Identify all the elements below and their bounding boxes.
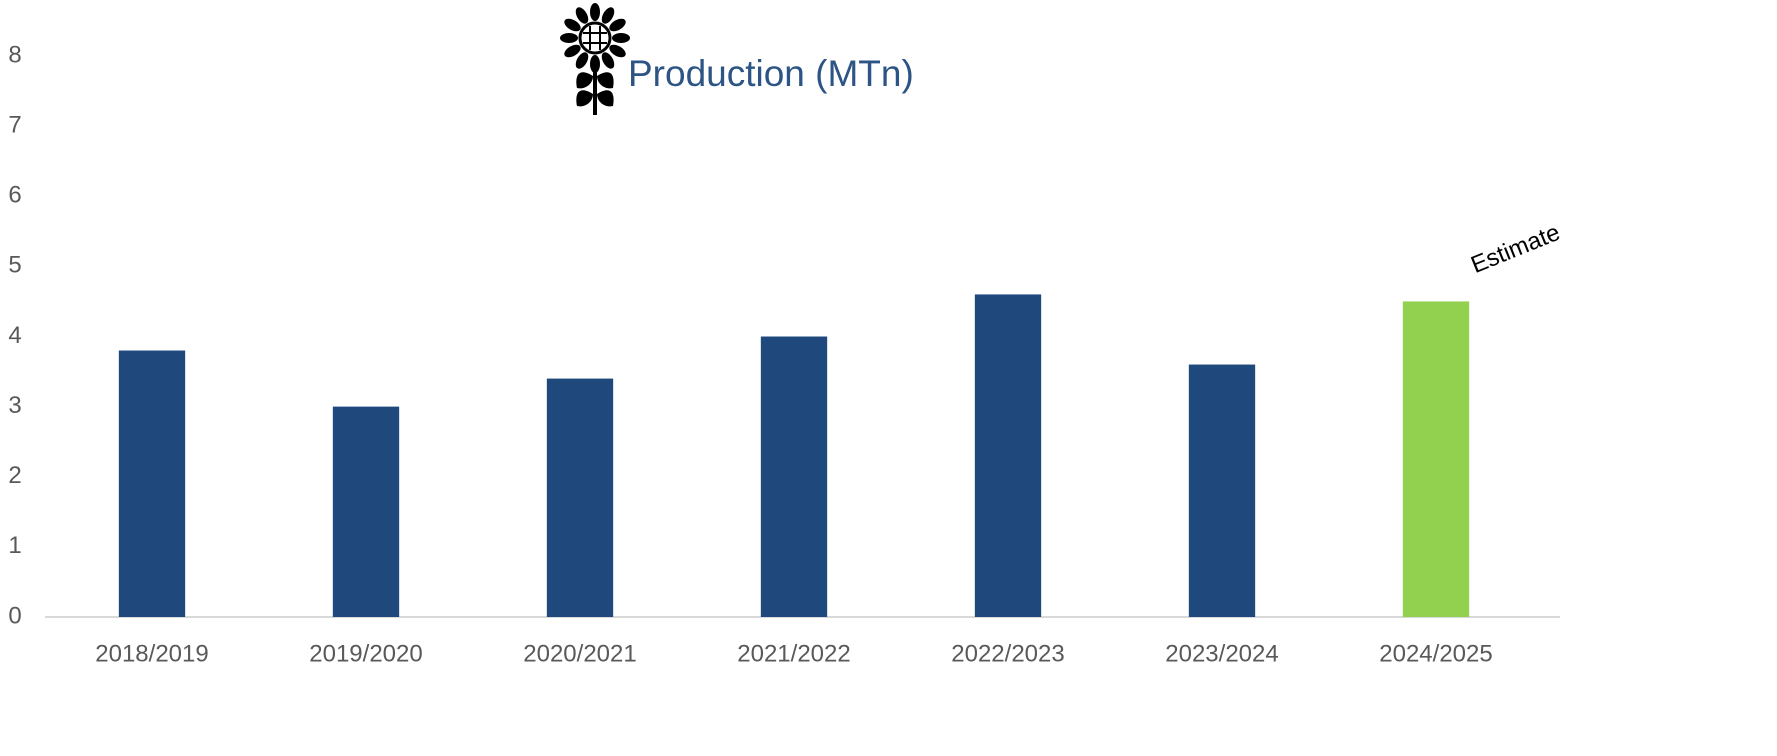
x-tick-label: 2022/2023 <box>951 640 1064 667</box>
x-tick-label: 2021/2022 <box>737 640 850 667</box>
y-tick-label: 3 <box>8 392 21 419</box>
sunflower-icon <box>560 3 630 115</box>
bar <box>1402 301 1470 617</box>
bar <box>974 294 1042 617</box>
y-tick-label: 5 <box>8 252 21 279</box>
bar <box>546 378 614 617</box>
bar <box>1188 364 1256 617</box>
y-tick-label: 7 <box>8 111 21 138</box>
y-tick-label: 8 <box>8 41 21 68</box>
bar <box>332 406 400 617</box>
y-tick-label: 2 <box>8 462 21 489</box>
y-tick-label: 1 <box>8 532 21 559</box>
chart-title: Production (MTn) <box>628 53 914 94</box>
x-tick-label: 2024/2025 <box>1379 640 1492 667</box>
x-tick-label: 2020/2021 <box>523 640 636 667</box>
x-tick-label: 2019/2020 <box>309 640 422 667</box>
y-tick-label: 4 <box>8 322 21 349</box>
bar <box>760 336 828 617</box>
x-tick-label: 2023/2024 <box>1165 640 1278 667</box>
annotation: Estimate <box>1467 219 1564 279</box>
bar <box>118 350 186 617</box>
y-tick-label: 6 <box>8 182 21 209</box>
y-tick-label: 0 <box>8 602 21 629</box>
x-tick-label: 2018/2019 <box>95 640 208 667</box>
